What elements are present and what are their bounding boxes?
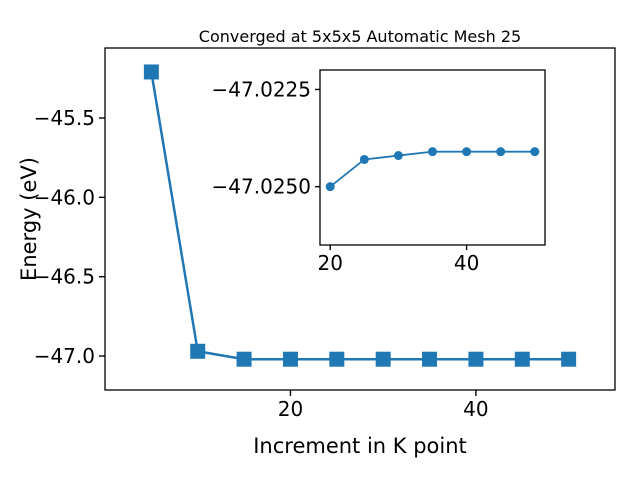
inset-circle-marker (359, 154, 369, 164)
inset-y-tick-label: −47.0250 (212, 175, 311, 199)
main-square-marker (282, 351, 298, 367)
inset-y-tick-label: −47.0225 (212, 77, 311, 101)
y-axis-label: Energy (eV) (17, 157, 41, 281)
main-y-tick-label: −45.5 (34, 106, 95, 130)
main-y-tick-label: −46.5 (34, 265, 95, 289)
main-frame (104, 47, 616, 391)
inset-circle-marker (393, 151, 403, 161)
main-square-marker (143, 64, 159, 80)
main-square-marker (375, 351, 391, 367)
main-square-marker (190, 343, 206, 359)
inset-x-tick-label: 40 (454, 251, 479, 275)
main-square-marker (236, 351, 252, 367)
inset-x-tick-label: 20 (318, 251, 343, 275)
main-y-tick-label: −47.0 (34, 344, 95, 368)
main-axes: −45.5 −46.0 −46.5 −47.0 20 40 (34, 47, 616, 421)
main-square-marker (561, 351, 577, 367)
chart-title: Converged at 5x5x5 Automatic Mesh 25 (199, 27, 521, 46)
main-x-tick-label: 20 (278, 397, 303, 421)
inset-circle-marker (325, 182, 335, 192)
inset-circle-marker (496, 147, 506, 157)
main-x-tick-label: 40 (463, 397, 488, 421)
main-square-marker (329, 351, 345, 367)
main-y-tick-label: −46.0 (34, 185, 95, 209)
main-square-marker (514, 351, 530, 367)
main-series-line (150, 71, 569, 361)
inset-frame (319, 69, 546, 246)
main-square-marker (422, 351, 438, 367)
inset-axes: −47.0250 −47.0225 20 40 (212, 69, 546, 275)
x-axis-label: Increment in K point (253, 434, 467, 458)
plot-layers: −45.5 −46.0 −46.5 −47.0 20 40 −47.0250 −47.0225… (34, 47, 616, 421)
inset-circle-marker (530, 147, 540, 157)
inset-circle-marker (462, 147, 472, 157)
inset-circle-marker (428, 147, 437, 157)
main-square-marker (468, 351, 484, 367)
